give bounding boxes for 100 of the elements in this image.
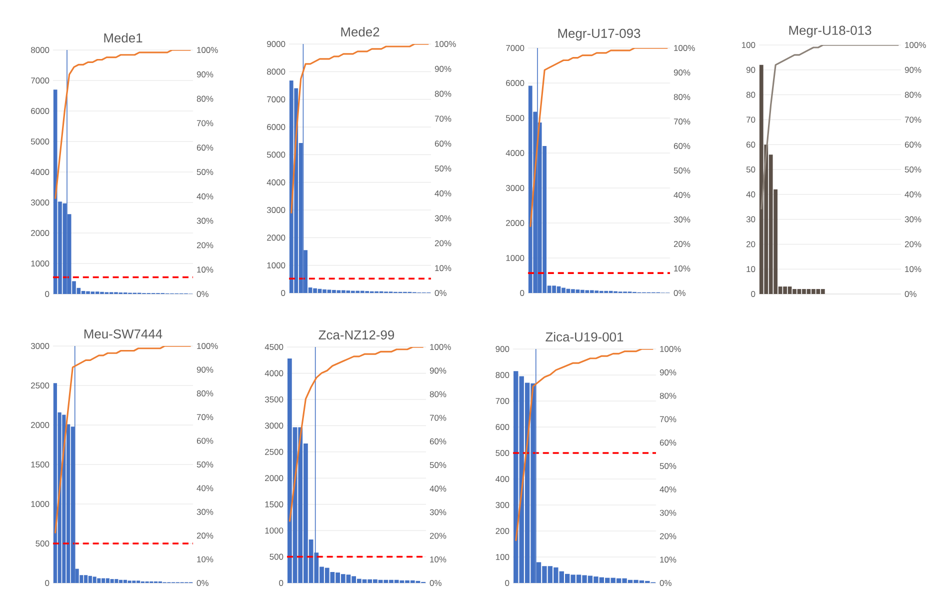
y-tick-label: 500 <box>36 540 50 546</box>
y-tick-label: 2500 <box>265 448 284 455</box>
y2-tick-label: 20% <box>196 242 214 248</box>
y-tick-label: 1000 <box>506 255 524 261</box>
y-tick-label: 5000 <box>266 152 286 158</box>
y2-tick-label: 90% <box>430 368 446 374</box>
y-tick-label: 400 <box>496 476 510 482</box>
y-tick-label: 7000 <box>267 96 286 102</box>
y2-tick-label: 0% <box>434 290 446 296</box>
bar <box>132 580 136 584</box>
y-tick-label: 3000 <box>266 207 286 213</box>
y-tick-label: 8000 <box>267 68 286 75</box>
y-tick-label: 1000 <box>265 528 284 534</box>
y2-tick-label: 20% <box>674 241 690 247</box>
y-tick-label: 100 <box>742 42 756 48</box>
y2-tick-label: 50% <box>674 168 690 174</box>
y2-tick-label: 10% <box>674 266 690 272</box>
y-tick-label: 7000 <box>31 78 50 84</box>
y2-tick-label: 10% <box>660 556 676 563</box>
y-tick-label: 2000 <box>31 422 50 428</box>
bar <box>114 579 118 584</box>
y2-tick-label: 50% <box>196 169 214 175</box>
y-tick-label: 9000 <box>267 41 286 47</box>
y-tick-label: 6000 <box>31 108 50 114</box>
y2-tick-label: 0% <box>904 291 916 297</box>
y2-tick-label: 80% <box>904 92 922 98</box>
y-tick-label: 2000 <box>267 234 286 241</box>
y2-tick-label: 50% <box>434 166 452 172</box>
y2-tick-label: 60% <box>434 140 452 147</box>
y-tick-label: 8000 <box>31 47 50 53</box>
y-tick-label: 3000 <box>264 422 284 429</box>
y-tick-label: 60 <box>746 142 756 148</box>
y2-tick-label: 100% <box>430 344 451 350</box>
y-tick-label: 4000 <box>30 169 50 175</box>
y-tick-label: 90 <box>746 66 756 73</box>
y-tick-label: 0 <box>520 290 524 296</box>
y2-tick-label: 40% <box>196 193 214 200</box>
y-tick-label: 1500 <box>31 462 50 468</box>
y2-tick-label: 50% <box>196 462 214 468</box>
y-tick-label: 7000 <box>506 45 524 51</box>
y-tick-label: 1000 <box>31 501 50 507</box>
y2-tick-label: 80% <box>660 392 676 399</box>
y-tick-label: 0 <box>45 580 50 586</box>
y-tick-label: 0 <box>45 291 50 297</box>
y2-tick-label: 90% <box>196 71 214 78</box>
y-tick-label: 600 <box>496 424 510 430</box>
y2-tick-label: 80% <box>430 391 446 398</box>
y2-tick-label: 30% <box>196 508 214 515</box>
y-tick-label: 20 <box>746 241 756 248</box>
y-tick-label: 3000 <box>30 343 50 349</box>
y2-tick-label: 30% <box>674 216 690 222</box>
y2-tick-label: 30% <box>196 218 214 224</box>
bar <box>97 578 101 584</box>
y2-tick-label: 20% <box>434 240 452 246</box>
chart-title: Mede2 <box>341 26 380 37</box>
y2-tick-label: 90% <box>434 66 452 72</box>
y-tick-label: 0 <box>505 580 510 586</box>
y-tick-label: 1000 <box>267 262 286 268</box>
y-tick-label: 3000 <box>30 200 50 206</box>
y2-tick-label: 0% <box>196 291 208 297</box>
y-tick-label: 6000 <box>506 80 524 86</box>
y2-tick-label: 100% <box>435 41 456 47</box>
chart-title: Megr-U18-013 <box>789 26 872 38</box>
y2-tick-label: 100% <box>660 346 681 352</box>
y2-tick-label: 30% <box>904 216 922 222</box>
y2-tick-label: 30% <box>430 509 446 516</box>
y2-tick-label: 10% <box>197 556 214 562</box>
y2-tick-label: 40% <box>904 191 922 198</box>
y2-tick-label: 20% <box>660 533 676 540</box>
y-tick-label: 70 <box>746 116 756 123</box>
y-tick-label: 40 <box>746 191 756 198</box>
y2-tick-label: 60% <box>196 144 214 151</box>
y-tick-label: 5000 <box>30 138 50 144</box>
bar <box>92 576 96 584</box>
y2-tick-label: 80% <box>674 94 690 100</box>
y-tick-label: 0 <box>279 580 284 586</box>
y2-tick-label: 30% <box>660 510 676 516</box>
y-tick-label: 500 <box>270 554 284 560</box>
y2-tick-label: 10% <box>905 266 922 272</box>
bar <box>110 579 114 584</box>
y2-tick-label: 40% <box>674 192 690 198</box>
y2-tick-label: 10% <box>435 265 452 272</box>
y2-tick-label: 40% <box>434 190 452 196</box>
y2-tick-label: 70% <box>904 116 922 123</box>
y2-tick-label: 70% <box>674 118 690 124</box>
chart-title: Mede1 <box>104 32 142 42</box>
y-tick-label: 2000 <box>31 230 50 236</box>
y-tick-label: 4500 <box>264 344 284 350</box>
y2-tick-label: 20% <box>904 241 922 248</box>
y2-tick-label: 50% <box>660 463 676 469</box>
y2-tick-label: 60% <box>660 440 676 446</box>
y2-tick-label: 50% <box>430 462 446 468</box>
y-tick-label: 2000 <box>265 475 284 482</box>
y-tick-label: 0 <box>751 291 756 297</box>
y2-tick-label: 40% <box>660 486 676 492</box>
y2-tick-label: 70% <box>430 414 446 421</box>
y2-tick-label: 0% <box>196 580 208 586</box>
y2-tick-label: 100% <box>197 47 218 53</box>
y2-tick-label: 90% <box>904 66 922 73</box>
y-tick-label: 1500 <box>265 501 284 508</box>
